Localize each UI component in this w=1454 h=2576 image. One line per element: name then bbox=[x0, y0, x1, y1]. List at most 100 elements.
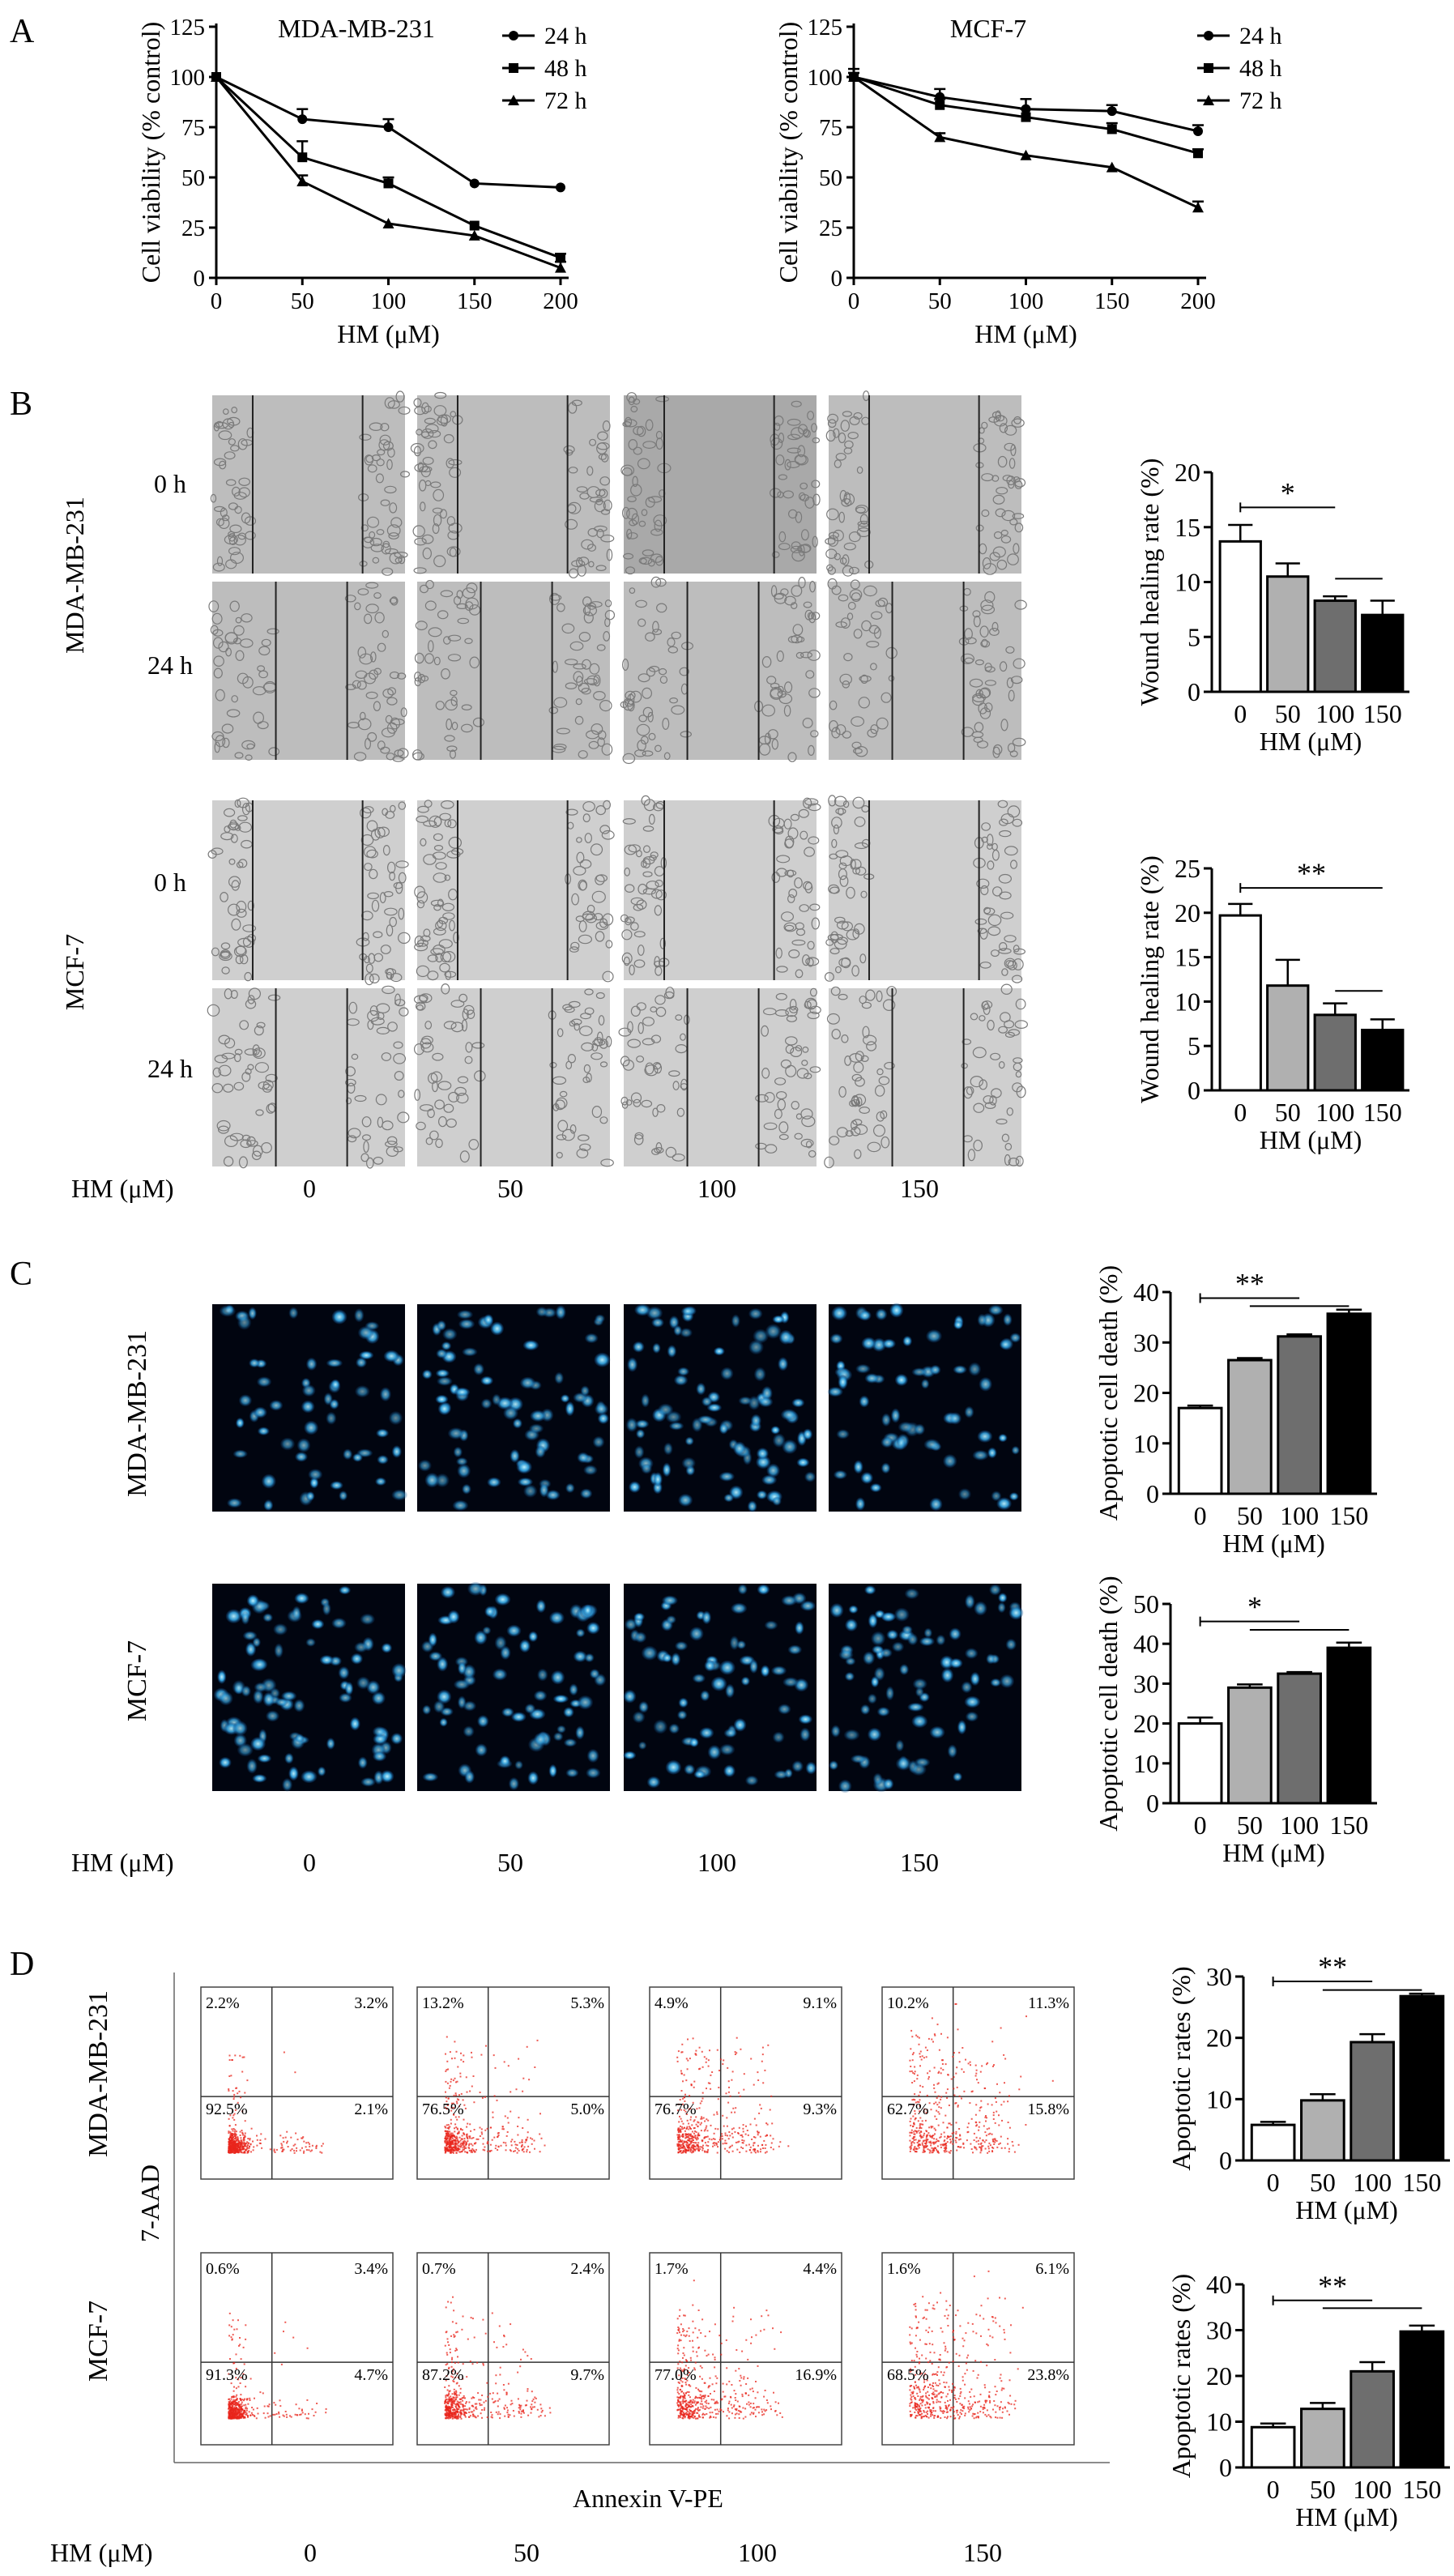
event-dot bbox=[689, 2147, 692, 2150]
wound-cell bbox=[420, 838, 427, 847]
event-dot bbox=[448, 2141, 450, 2143]
wound-cell bbox=[1009, 859, 1017, 869]
nucleus bbox=[883, 1778, 894, 1790]
wound-cell bbox=[223, 1156, 234, 1167]
wound-cell bbox=[231, 918, 241, 931]
event-dot bbox=[936, 2024, 939, 2026]
b-time-mda-0h: 0 h bbox=[154, 469, 186, 498]
wound-cell bbox=[642, 441, 656, 449]
event-dot bbox=[245, 2143, 247, 2144]
wound-cell bbox=[254, 1025, 264, 1036]
event-dot bbox=[231, 2059, 233, 2061]
wound-cell bbox=[453, 932, 459, 944]
event-dot bbox=[228, 2089, 230, 2092]
event-dot bbox=[449, 2149, 451, 2151]
wound-cell bbox=[387, 861, 396, 874]
event-dot bbox=[919, 2105, 921, 2107]
event-dot bbox=[936, 2148, 938, 2151]
nucleus bbox=[864, 1585, 876, 1595]
event-dot bbox=[697, 2138, 699, 2140]
wound-cell bbox=[641, 509, 648, 517]
event-dot bbox=[235, 2402, 237, 2404]
nucleus bbox=[953, 1320, 963, 1330]
event-dot bbox=[234, 2109, 237, 2111]
wound-cell bbox=[807, 999, 817, 1009]
event-dot bbox=[753, 2136, 755, 2138]
event-dot bbox=[484, 2129, 487, 2131]
c-row-label-mda: MDA-MB-231 bbox=[122, 1330, 152, 1497]
event-dot bbox=[962, 2143, 965, 2145]
wound-cell bbox=[981, 638, 988, 647]
wound-cell bbox=[637, 618, 646, 627]
wound-cell bbox=[594, 500, 606, 513]
wound-cell bbox=[230, 834, 238, 843]
nucleus bbox=[343, 1448, 353, 1461]
event-dot bbox=[702, 2117, 705, 2119]
wound-cell bbox=[984, 680, 997, 686]
wound-cell bbox=[441, 983, 450, 995]
wound-cell bbox=[359, 653, 373, 665]
event-dot bbox=[695, 2054, 697, 2056]
event-dot bbox=[937, 2111, 940, 2113]
wound-cell bbox=[214, 421, 228, 429]
wound-cell bbox=[556, 603, 565, 612]
event-dot bbox=[686, 2145, 689, 2147]
wound-cell bbox=[417, 805, 429, 813]
event-dot bbox=[704, 2128, 706, 2130]
event-dot bbox=[299, 2414, 301, 2416]
quadrant-ur-value: 9.1% bbox=[803, 1994, 837, 2012]
nucleus bbox=[885, 1686, 894, 1700]
event-dot bbox=[945, 2144, 948, 2147]
wound-cell bbox=[654, 1063, 663, 1074]
wound-cell bbox=[258, 1081, 270, 1090]
wound-cell bbox=[220, 891, 228, 902]
wound-cell bbox=[573, 671, 584, 683]
nucleus bbox=[355, 1385, 370, 1398]
wound-cell bbox=[991, 886, 1003, 897]
event-dot bbox=[677, 2139, 680, 2141]
data-point bbox=[1020, 149, 1032, 160]
wound-cell bbox=[881, 692, 892, 703]
event-dot bbox=[986, 2063, 987, 2066]
nucleus bbox=[288, 1307, 299, 1320]
wound-cell bbox=[435, 920, 447, 932]
wound-cell bbox=[630, 484, 642, 497]
event-dot bbox=[930, 2142, 932, 2144]
wound-cell bbox=[778, 1121, 789, 1134]
event-dot bbox=[239, 2410, 241, 2412]
nucleus bbox=[435, 1474, 450, 1487]
nucleus bbox=[376, 1428, 389, 1438]
event-dot bbox=[253, 2146, 255, 2148]
wound-cell bbox=[880, 1110, 888, 1120]
wound-cell bbox=[851, 965, 859, 977]
event-dot bbox=[755, 2124, 757, 2126]
event-dot bbox=[452, 2149, 454, 2152]
event-dot bbox=[280, 2147, 283, 2149]
wound-cell bbox=[776, 855, 791, 864]
wound-cell bbox=[831, 1028, 841, 1039]
event-dot bbox=[723, 2125, 725, 2127]
event-dot bbox=[687, 2135, 689, 2138]
nucleus bbox=[772, 1731, 785, 1743]
wound-cell bbox=[261, 638, 271, 647]
wound-cell bbox=[424, 800, 433, 808]
nucleus bbox=[863, 1651, 875, 1665]
wound-cell bbox=[215, 735, 226, 748]
event-dot bbox=[927, 2139, 929, 2141]
wound-cell bbox=[808, 744, 815, 757]
event-dot bbox=[680, 2146, 682, 2148]
wound-cell bbox=[600, 453, 609, 463]
event-dot bbox=[245, 2403, 247, 2406]
nucleus bbox=[704, 1660, 716, 1672]
event-dot bbox=[922, 2140, 924, 2143]
event-dot bbox=[707, 2148, 710, 2151]
wound-cell bbox=[236, 900, 247, 913]
event-dot bbox=[771, 2122, 774, 2125]
wound-cell bbox=[841, 1034, 849, 1043]
event-dot bbox=[957, 2105, 959, 2108]
event-dot bbox=[321, 2152, 323, 2154]
nucleus bbox=[652, 1342, 661, 1354]
wound-cell bbox=[795, 928, 806, 936]
event-dot bbox=[723, 2059, 725, 2062]
event-dot bbox=[929, 2140, 932, 2143]
